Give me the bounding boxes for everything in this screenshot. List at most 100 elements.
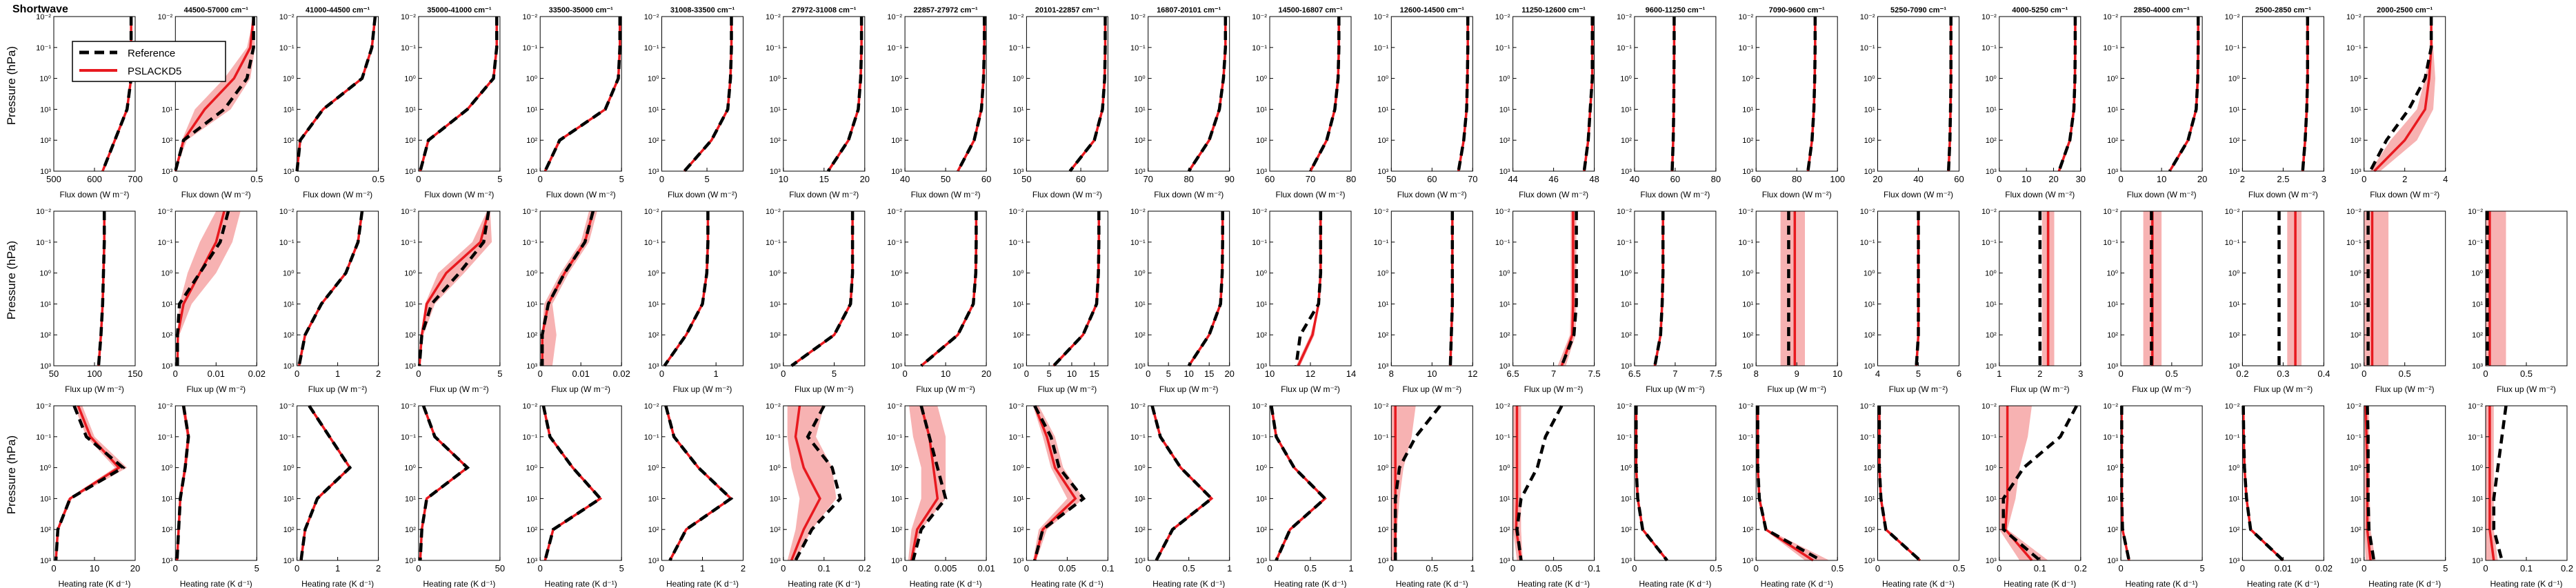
y-tick-label: 10³ xyxy=(1986,362,1997,371)
x-axis-label: Heating rate (K d⁻¹) xyxy=(2004,579,2076,588)
x-axis-label: Heating rate (K d⁻¹) xyxy=(1396,579,1468,588)
y-tick-label: 10¹ xyxy=(1986,495,1997,503)
x-axis-label: Flux down (W m⁻²) xyxy=(789,190,859,199)
x-axis-label: Flux up (W m⁻²) xyxy=(308,384,368,394)
y-tick-label: 10⁰ xyxy=(283,464,294,473)
reference-line xyxy=(1582,17,1594,172)
y-tick-label: 10² xyxy=(770,137,781,145)
y-tick-label: 10¹ xyxy=(283,495,294,503)
model-line xyxy=(790,211,854,367)
y-tick-label: 10³ xyxy=(1986,168,1997,176)
spread-band xyxy=(664,211,708,366)
y-tick-label: 10¹ xyxy=(891,495,902,503)
band-title: 4000-5250 cm⁻¹ xyxy=(2012,6,2068,14)
y-tick-label: 10² xyxy=(2107,137,2118,145)
y-tick-label: 10³ xyxy=(1864,557,1875,565)
x-tick-label: 60 xyxy=(1954,174,1964,184)
spread-band xyxy=(102,17,132,171)
y-tick-label: 10⁰ xyxy=(2350,464,2362,473)
y-tick-label: 10³ xyxy=(1742,362,1753,371)
x-tick-label: 1 xyxy=(335,563,340,574)
y-tick-label: 10⁰ xyxy=(526,464,538,473)
y-tick-label: 10² xyxy=(161,331,172,340)
y-axis-label-row3: Pressure (hPa) xyxy=(5,435,18,514)
x-axis-label: Heating rate (K d⁻¹) xyxy=(910,579,982,588)
y-tick-label: 10⁻² xyxy=(1130,208,1146,216)
y-tick-label: 10⁻² xyxy=(2225,402,2240,411)
y-tick-label: 10³ xyxy=(1742,557,1753,565)
y-tick-label: 10³ xyxy=(1621,557,1632,565)
y-tick-label: 10⁻¹ xyxy=(2468,239,2483,247)
x-tick-label: 500 xyxy=(46,174,61,184)
spread-band xyxy=(1879,406,1920,560)
y-tick-label: 10⁻¹ xyxy=(1495,239,1510,247)
y-tick-label: 10² xyxy=(2107,331,2118,340)
x-axis-label: Flux down (W m⁻²) xyxy=(2127,190,2197,199)
x-tick-label: 80 xyxy=(1792,174,1801,184)
band-title: 35000-41000 cm⁻¹ xyxy=(427,6,492,14)
y-tick-label: 10² xyxy=(891,331,902,340)
y-tick-label: 10³ xyxy=(2350,168,2362,176)
x-tick-label: 5 xyxy=(704,174,709,184)
x-tick-label: 0 xyxy=(538,563,543,574)
x-tick-label: 80 xyxy=(1346,174,1356,184)
y-tick-label: 10⁻² xyxy=(1374,208,1389,216)
y-tick-label: 10⁻¹ xyxy=(522,44,537,52)
y-tick-label: 10¹ xyxy=(1621,300,1632,308)
y-tick-label: 10³ xyxy=(40,557,51,565)
axes-box xyxy=(418,210,501,366)
x-tick-label: 0 xyxy=(902,369,907,379)
y-tick-label: 10³ xyxy=(1256,168,1267,176)
y-tick-label: 10⁻² xyxy=(158,402,173,411)
y-tick-label: 10⁰ xyxy=(2471,270,2483,278)
y-tick-label: 10⁻¹ xyxy=(2103,433,2118,442)
y-tick-label: 10³ xyxy=(648,362,659,371)
reference-line xyxy=(2057,17,2077,172)
y-tick-label: 10⁻² xyxy=(766,208,781,216)
y-tick-label: 10⁰ xyxy=(1255,464,1267,473)
x-tick-label: 0 xyxy=(173,369,178,379)
y-tick-label: 10¹ xyxy=(2350,106,2362,114)
y-tick-label: 10³ xyxy=(1135,557,1146,565)
y-tick-label: 10⁻¹ xyxy=(279,433,294,442)
spread-band xyxy=(1310,17,1339,171)
y-tick-label: 10⁻¹ xyxy=(401,44,416,52)
reference-line xyxy=(664,405,734,562)
y-tick-label: 10⁻¹ xyxy=(766,44,781,52)
x-tick-label: 7 xyxy=(1673,369,1677,379)
band-title: 33500-35000 cm⁻¹ xyxy=(549,6,614,14)
model-line xyxy=(419,17,498,172)
y-tick-label: 10¹ xyxy=(1256,106,1267,114)
y-tick-label: 10³ xyxy=(2472,557,2483,565)
reference-line xyxy=(1915,211,1920,366)
y-tick-label: 10⁻² xyxy=(2346,13,2362,21)
y-tick-label: 10⁻² xyxy=(766,402,781,411)
x-tick-label: 0 xyxy=(1146,563,1150,574)
reference-line xyxy=(2366,405,2376,561)
x-axis-label: Flux up (W m⁻²) xyxy=(2132,384,2191,394)
y-tick-label: 10¹ xyxy=(1621,495,1632,503)
y-tick-label: 10¹ xyxy=(1499,106,1510,114)
y-tick-label: 10¹ xyxy=(2107,495,2118,503)
y-tick-label: 10⁰ xyxy=(1620,270,1632,278)
y-tick-label: 10³ xyxy=(1135,168,1146,176)
x-tick-label: 0 xyxy=(2483,369,2488,379)
y-tick-label: 10³ xyxy=(1012,168,1024,176)
axes-box xyxy=(1512,405,1595,561)
band-title: 16807-20101 cm⁻¹ xyxy=(1157,6,1221,14)
axes-box xyxy=(783,16,866,172)
y-tick-label: 10³ xyxy=(526,557,537,565)
y-tick-label: 10⁻² xyxy=(2103,13,2118,21)
x-tick-label: 50 xyxy=(495,563,505,574)
x-tick-label: 0 xyxy=(173,174,178,184)
axes-box xyxy=(297,405,379,561)
x-tick-label: 0.2 xyxy=(2075,563,2087,574)
y-tick-label: 10² xyxy=(283,526,294,534)
